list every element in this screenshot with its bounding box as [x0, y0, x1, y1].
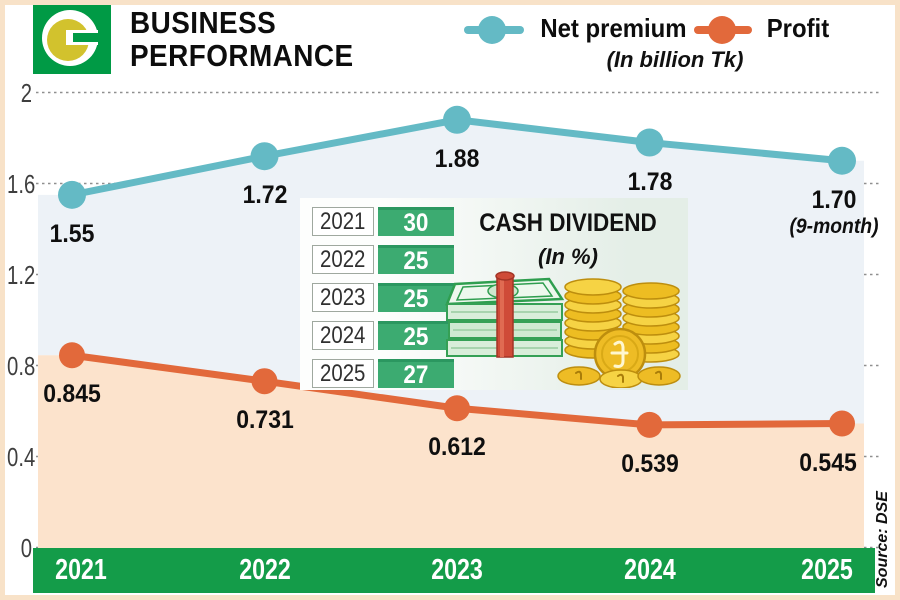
net-premium-point: [443, 105, 471, 134]
money-illustration: [445, 271, 681, 388]
net-premium-point: [635, 128, 664, 157]
dividend-year: 2025: [312, 359, 374, 388]
dividend-row: 2023 25: [300, 283, 460, 312]
dividend-value: 27: [378, 359, 454, 388]
dividend-title: CASH DIVIDEND: [479, 209, 657, 237]
dividend-row: 2022 25: [300, 245, 460, 274]
profit-legend-dot-icon: [708, 16, 736, 44]
source-note: Source: DSE: [874, 491, 891, 588]
dividend-value: 25: [378, 321, 454, 350]
x-axis-year-label: 2023: [431, 554, 483, 586]
dividend-value: 30: [378, 207, 454, 236]
dividend-year: 2023: [312, 283, 374, 312]
x-axis-year-label: 2021: [55, 554, 107, 586]
legend-label-net-premium: Net premium: [540, 13, 687, 43]
dividend-row: 2025 27: [300, 359, 460, 388]
dividend-value: 25: [378, 283, 454, 312]
dividend-row: 2021 30: [300, 207, 460, 236]
company-logo: [33, 3, 111, 74]
dividend-value: 25: [378, 245, 454, 274]
dividend-year: 2021: [312, 207, 374, 236]
profit-point: [636, 411, 663, 438]
profit-point: [829, 410, 855, 437]
net-premium-point: [250, 142, 279, 171]
coins-icon: [557, 278, 681, 388]
dividend-year: 2024: [312, 321, 374, 350]
profit-point: [251, 368, 278, 395]
unit-note: (In billion Tk): [606, 47, 744, 72]
net-premium-point: [828, 146, 856, 175]
title-line2: PERFORMANCE: [130, 38, 354, 73]
net-premium-point: [58, 180, 86, 209]
title-line1: BUSINESS: [130, 5, 277, 40]
profit-point: [59, 342, 85, 369]
dividend-subtitle: (In %): [538, 244, 598, 269]
x-axis-year-label: 2024: [623, 554, 676, 586]
x-axis-bar: 2021 2022 2023 2024 2025: [33, 548, 875, 593]
banknotes-icon: [445, 271, 565, 358]
legend-label-profit: Profit: [766, 13, 830, 43]
profit-point: [444, 395, 470, 422]
page-title: BUSINESS PERFORMANCE: [130, 6, 354, 72]
cash-dividend-panel: CASH DIVIDEND (In %) 2021 30 2022 25 2023 25 2…: [300, 198, 688, 390]
x-axis-year-label: 2025: [801, 554, 853, 586]
x-axis-year-label: 2022: [238, 554, 291, 586]
net-premium-legend-dot-icon: [478, 16, 506, 44]
dividend-year: 2022: [312, 245, 374, 274]
profit-area: [38, 355, 864, 548]
dividend-row: 2024 25: [300, 321, 460, 350]
